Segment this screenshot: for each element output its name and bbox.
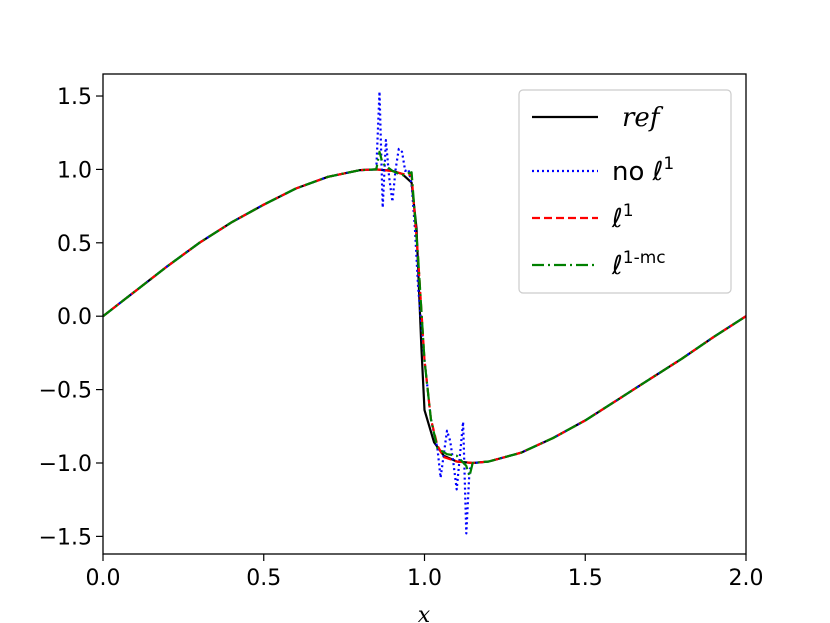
x-tick-label: 1.5 [568,566,603,591]
legend: ref no ℓ1 ℓ1 ℓ1-mc [518,89,732,294]
y-tick-label: −1.5 [39,525,92,550]
ticks-layer: 0.0 0.5 1.0 1.5 2.0 1.5 1.0 0.5 0.0 −0.5 −1.0 −1.5 [39,85,764,591]
x-axis-label: x [418,603,431,623]
legend-label-ref: ref [622,103,664,133]
x-tick-label: 1.0 [407,566,442,591]
y-tick-label: −0.5 [39,379,92,404]
y-tick-label: 0.5 [57,232,92,257]
legend-label-l1: ℓ1 [611,201,634,234]
y-tick-label: 1.0 [57,158,92,183]
y-tick-label: 1.5 [57,85,92,110]
y-tick-label: −1.0 [39,452,92,477]
series-layer [102,90,747,535]
x-tick-label: 2.0 [729,566,764,591]
y-tick-label: 0.0 [57,305,92,330]
x-tick-label: 0.5 [246,566,281,591]
x-tick-label: 0.0 [86,566,121,591]
legend-label-no-l1: no ℓ1 [612,154,674,187]
series-line--mc-3 [102,150,747,478]
legend-frame [518,89,732,294]
legend-label-l1-mc: ℓ1-mc [611,248,666,281]
